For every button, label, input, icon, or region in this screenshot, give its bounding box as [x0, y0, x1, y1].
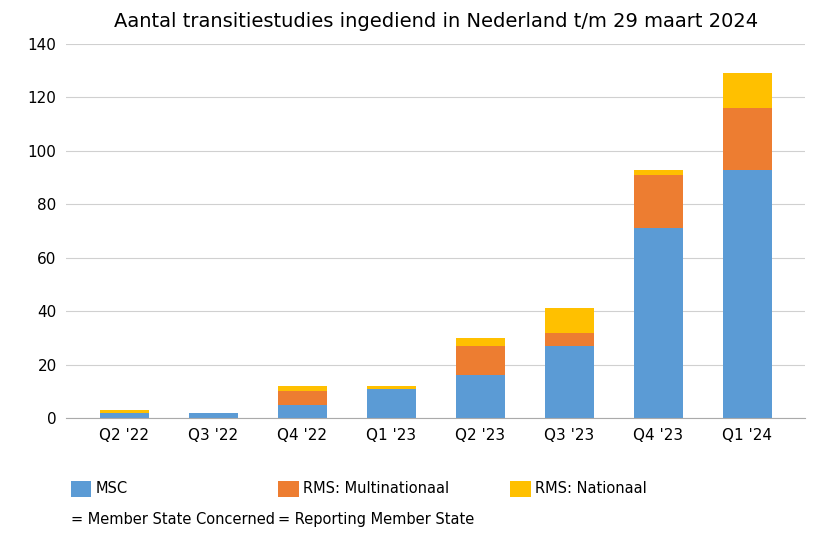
- Bar: [723, 169, 772, 418]
- Bar: [278, 405, 327, 418]
- Bar: [544, 346, 593, 418]
- Text: = Reporting Member State: = Reporting Member State: [278, 512, 474, 527]
- Bar: [633, 175, 682, 228]
- Bar: [633, 169, 682, 175]
- Bar: [367, 389, 416, 418]
- Bar: [456, 346, 505, 375]
- Bar: [100, 410, 149, 412]
- Bar: [189, 412, 238, 418]
- Text: RMS: Multinationaal: RMS: Multinationaal: [303, 481, 449, 497]
- Bar: [723, 108, 772, 169]
- Bar: [456, 375, 505, 418]
- Text: RMS: Nationaal: RMS: Nationaal: [535, 481, 647, 497]
- Text: = Member State Concerned: = Member State Concerned: [71, 512, 275, 527]
- Bar: [544, 309, 593, 333]
- Bar: [456, 338, 505, 346]
- Bar: [633, 228, 682, 418]
- Title: Aantal transitiestudies ingediend in Nederland t/m 29 maart 2024: Aantal transitiestudies ingediend in Ned…: [114, 12, 758, 31]
- Bar: [278, 391, 327, 405]
- Bar: [544, 333, 593, 346]
- Bar: [278, 386, 327, 391]
- Bar: [723, 73, 772, 108]
- Text: MSC: MSC: [95, 481, 128, 497]
- Bar: [367, 386, 416, 389]
- Bar: [100, 412, 149, 418]
